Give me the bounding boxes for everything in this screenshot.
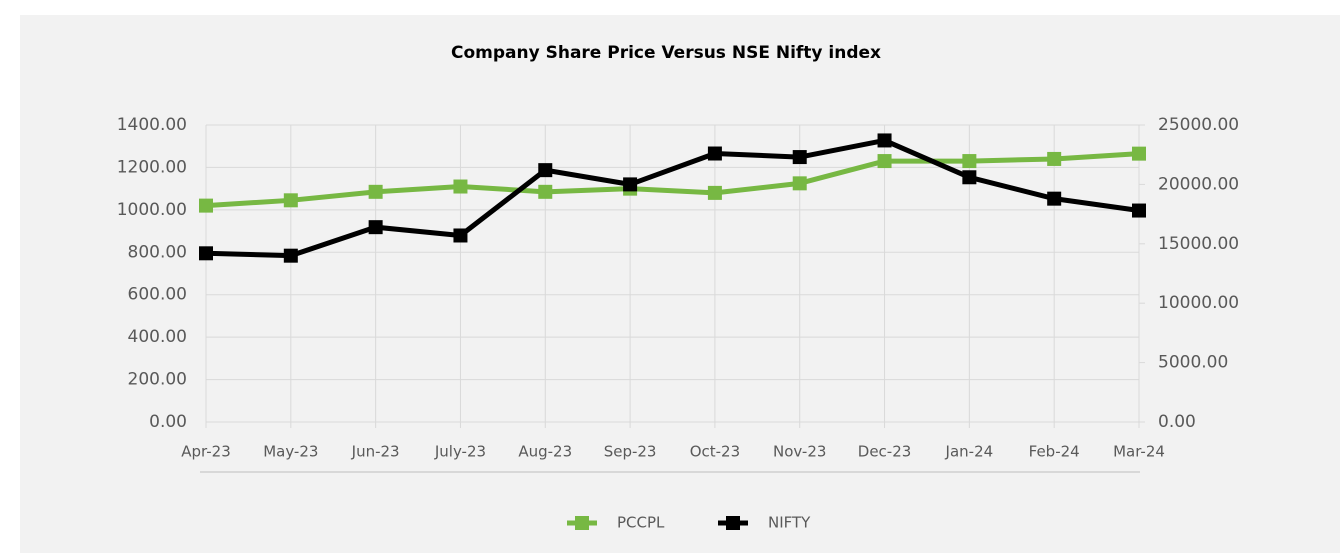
- point-marker: [199, 246, 213, 261]
- point-marker: [283, 193, 298, 208]
- legend-label: NIFTY: [768, 514, 811, 532]
- point-marker: [1132, 203, 1146, 218]
- y-tick-label: 1000.00: [117, 200, 187, 220]
- point-marker: [877, 133, 892, 148]
- point-marker: [283, 248, 298, 263]
- x-tick-label: Oct-23: [690, 443, 740, 461]
- point-marker: [199, 198, 213, 213]
- y-tick-label: 200.00: [128, 370, 187, 390]
- x-tick-label: Jan-24: [945, 443, 994, 461]
- y-tick-label: 800.00: [128, 242, 187, 262]
- y2-tick-label: 15000.00: [1158, 234, 1239, 254]
- y-tick-label: 1200.00: [117, 157, 187, 177]
- point-marker: [962, 170, 977, 185]
- y2-tick-label: 25000.00: [1158, 115, 1239, 135]
- x-tick-label: Apr-23: [181, 443, 231, 461]
- legend-marker: [575, 516, 589, 530]
- x-tick-label: Sep-23: [604, 443, 657, 461]
- y2-tick-label: 10000.00: [1158, 293, 1239, 313]
- point-marker: [877, 154, 892, 169]
- y-tick-label: 1400.00: [117, 115, 187, 135]
- x-tick-label: Jun-23: [351, 443, 400, 461]
- point-marker: [792, 150, 807, 165]
- x-tick-label: May-23: [263, 443, 318, 461]
- series-line: [205, 137, 1140, 259]
- point-marker: [1047, 151, 1062, 166]
- x-tick-label: Nov-23: [773, 443, 826, 461]
- point-marker: [1047, 191, 1062, 206]
- point-marker: [792, 176, 807, 191]
- legend-label: PCCPL: [617, 514, 665, 532]
- point-marker: [707, 185, 722, 200]
- point-marker: [368, 220, 383, 235]
- point-marker: [538, 163, 553, 178]
- series-line: [205, 151, 1140, 209]
- x-tick-label: Feb-24: [1029, 443, 1080, 461]
- y2-tick-label: 5000.00: [1158, 353, 1228, 373]
- x-tick-label: July-23: [434, 443, 486, 461]
- point-marker: [962, 154, 977, 169]
- y2-tick-label: 20000.00: [1158, 174, 1239, 194]
- chart-title: Company Share Price Versus NSE Nifty ind…: [451, 43, 881, 63]
- x-tick-label: Dec-23: [858, 443, 912, 461]
- y-tick-label: 600.00: [128, 285, 187, 305]
- y2-tick-label: 0.00: [1158, 412, 1196, 432]
- y-tick-label: 0.00: [149, 412, 187, 432]
- point-marker: [623, 177, 638, 192]
- point-marker: [368, 184, 383, 199]
- legend-marker: [726, 516, 740, 530]
- point-marker: [538, 184, 553, 199]
- point-marker: [453, 228, 468, 243]
- x-tick-label: Aug-23: [518, 443, 572, 461]
- x-tick-label: Mar-24: [1113, 443, 1165, 461]
- point-marker: [453, 179, 468, 194]
- chart-background: [20, 15, 1340, 553]
- y-tick-label: 400.00: [128, 327, 187, 347]
- point-marker: [1132, 146, 1146, 161]
- point-marker: [707, 146, 722, 161]
